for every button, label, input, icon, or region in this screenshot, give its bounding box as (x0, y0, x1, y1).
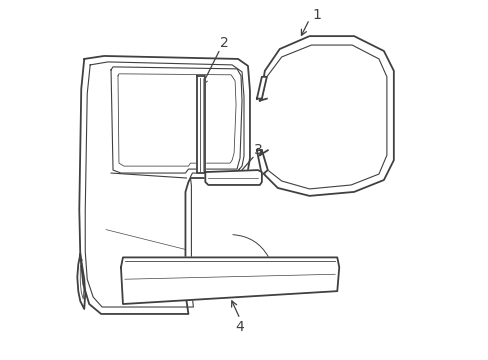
Polygon shape (256, 150, 267, 175)
Text: 4: 4 (235, 320, 244, 334)
Text: 1: 1 (311, 8, 320, 22)
Text: 3: 3 (253, 143, 262, 157)
Text: 2: 2 (219, 36, 228, 50)
Polygon shape (256, 77, 266, 99)
Polygon shape (197, 76, 205, 173)
Polygon shape (121, 257, 339, 304)
Polygon shape (262, 45, 386, 189)
Polygon shape (205, 170, 262, 185)
